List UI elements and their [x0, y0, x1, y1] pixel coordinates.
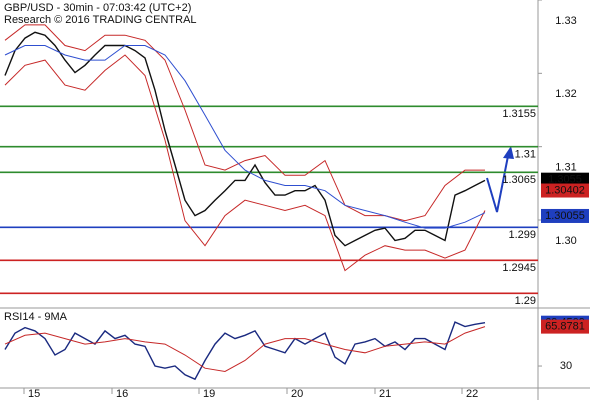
level-label: 1.3065 — [502, 174, 536, 186]
x-tick-label: 16 — [116, 388, 128, 400]
series-line — [4, 24, 485, 222]
level-label: 1.2945 — [502, 262, 536, 274]
series-line — [4, 45, 486, 229]
y-tick-label: 1.31 — [555, 162, 576, 174]
price-tag-label: 1.3055 — [548, 174, 582, 186]
level-label: 1.29 — [515, 295, 536, 307]
level-label: 1.31 — [515, 149, 536, 161]
level-label: 1.299 — [508, 229, 536, 241]
series-line — [4, 326, 486, 373]
forecast-arrow — [486, 155, 509, 213]
price-tag — [541, 183, 589, 198]
level-label: 1.3155 — [502, 108, 536, 120]
y-tick-label: 1.33 — [555, 15, 576, 27]
series-line — [4, 54, 486, 272]
price-tag-label: 1.30402 — [545, 184, 585, 196]
y-tick-label: 1.32 — [555, 88, 576, 100]
forecast-arrowhead — [503, 146, 514, 159]
x-tick-label: 21 — [379, 388, 391, 400]
price-tag — [541, 319, 589, 334]
rsi-title: RSI14 - 9MA — [4, 311, 68, 323]
price-tag — [541, 208, 589, 223]
series-line — [4, 321, 486, 381]
y-tick-label: 30 — [560, 360, 572, 372]
y-tick-label: 1.30 — [555, 235, 576, 247]
x-tick-label: 20 — [291, 388, 303, 400]
price-tag-label: 1.30055 — [545, 210, 585, 222]
chart-subtitle: Research © 2016 TRADING CENTRAL — [4, 14, 197, 26]
x-tick-label: 19 — [203, 388, 215, 400]
x-tick-label: 22 — [466, 388, 478, 400]
price-tag-label: 65.8781 — [545, 321, 585, 333]
series-line — [4, 31, 486, 247]
x-tick-label: 15 — [28, 388, 40, 400]
chart-title: GBP/USD - 30min - 07:03:42 (UTC+2) — [4, 2, 191, 14]
price-tag — [541, 172, 589, 187]
